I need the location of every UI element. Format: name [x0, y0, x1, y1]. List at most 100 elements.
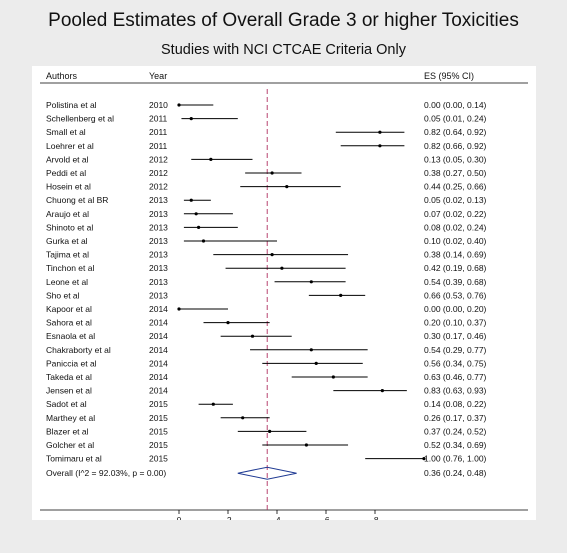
study-author-label: Takeda et al: [46, 372, 92, 382]
study-author-label: Shinoto et al: [46, 222, 93, 232]
chart-subtitle: Studies with NCI CTCAE Criteria Only: [161, 42, 406, 58]
study-author-label: Small et al: [46, 127, 86, 137]
study-author-label: Polistina et al: [46, 100, 97, 110]
study-point: [201, 239, 206, 243]
study-year-label: 2013: [149, 263, 168, 273]
study-year-label: 2013: [149, 290, 168, 300]
study-es-label: 0.44 (0.25, 0.66): [424, 182, 487, 192]
study-es-label: 0.05 (0.02, 0.13): [424, 195, 487, 205]
study-author-label: Tajima et al: [46, 250, 89, 260]
x-tick-label: .8: [371, 515, 378, 520]
study-author-label: Araujo et al: [46, 209, 89, 219]
study-year-label: 2015: [149, 454, 168, 464]
study-author-label: Gurka et al: [46, 236, 88, 246]
overall-label: Overall (I^2 = 92.03%, p = 0.00): [46, 468, 166, 478]
study-es-label: 0.20 (0.10, 0.37): [424, 318, 487, 328]
study-es-label: 0.63 (0.46, 0.77): [424, 372, 487, 382]
study-year-label: 2015: [149, 413, 168, 423]
study-point: [309, 348, 313, 352]
study-point: [304, 443, 308, 447]
study-author-label: Loehrer et al: [46, 141, 94, 151]
overall-diamond: [237, 466, 297, 480]
study-es-label: 0.13 (0.05, 0.30): [424, 154, 487, 164]
study-year-label: 2013: [149, 236, 168, 246]
study-year-label: 2013: [149, 250, 168, 260]
study-es-label: 0.10 (0.02, 0.40): [424, 236, 487, 246]
study-year-label: 2011: [149, 127, 168, 137]
x-tick-label: 0: [177, 515, 182, 520]
study-author-label: Arvold et al: [46, 154, 89, 164]
column-header-year: Year: [149, 71, 167, 81]
study-es-label: 0.14 (0.08, 0.22): [424, 399, 487, 409]
study-es-label: 0.30 (0.17, 0.46): [424, 331, 487, 341]
study-author-label: Chuong et al BR: [46, 195, 108, 205]
study-author-label: Sahora et al: [46, 318, 92, 328]
chart-title: Pooled Estimates of Overall Grade 3 or h…: [48, 10, 519, 31]
x-tick-label: .4: [273, 515, 280, 520]
study-author-label: Paniccia et al: [46, 358, 97, 368]
study-point: [268, 429, 272, 433]
study-es-label: 0.83 (0.63, 0.93): [424, 386, 487, 396]
study-point: [314, 361, 318, 365]
study-point: [177, 103, 181, 107]
study-es-label: 0.82 (0.64, 0.92): [424, 127, 487, 137]
study-es-label: 0.08 (0.02, 0.24): [424, 222, 487, 232]
study-year-label: 2013: [149, 277, 168, 287]
forest-plot: Authors Year ES (95% CI) Polistina et al 201…: [40, 71, 528, 520]
study-author-label: Schellenberg et al: [46, 114, 114, 124]
study-year-label: 2014: [149, 345, 168, 355]
study-point: [270, 253, 274, 257]
study-author-label: Jensen et al: [46, 386, 92, 396]
study-point: [280, 266, 284, 270]
study-year-label: 2012: [149, 154, 168, 164]
study-es-label: 0.00 (0.00, 0.20): [424, 304, 487, 314]
study-point: [189, 117, 193, 121]
study-point: [285, 185, 289, 189]
study-author-label: Chakraborty et al: [46, 345, 111, 355]
study-author-label: Golcher et al: [46, 440, 94, 450]
study-point: [197, 225, 201, 229]
study-point: [194, 212, 198, 216]
study-es-label: 0.26 (0.17, 0.37): [424, 413, 487, 423]
study-year-label: 2012: [149, 182, 168, 192]
plot-panel: Authors Year ES (95% CI) Polistina et al 201…: [32, 66, 536, 520]
study-es-label: 0.00 (0.00, 0.14): [424, 100, 487, 110]
study-author-label: Tinchon et al: [46, 263, 94, 273]
study-point: [339, 293, 343, 297]
study-year-label: 2014: [149, 358, 168, 368]
study-point: [309, 280, 313, 284]
study-point: [211, 402, 215, 406]
study-author-label: Blazer et al: [46, 426, 89, 436]
study-point: [250, 334, 255, 338]
study-point: [177, 307, 181, 311]
study-year-label: 2013: [149, 222, 168, 232]
overall-es-label: 0.36 (0.24, 0.48): [424, 468, 487, 478]
study-es-label: 0.42 (0.19, 0.68): [424, 263, 487, 273]
study-author-label: Sho et al: [46, 290, 80, 300]
study-es-label: 0.56 (0.34, 0.75): [424, 358, 487, 368]
x-tick-label: .6: [322, 515, 329, 520]
x-tick-label: .2: [224, 515, 231, 520]
study-point: [380, 389, 384, 393]
study-point: [378, 144, 382, 148]
study-year-label: 2012: [149, 168, 168, 178]
study-year-label: 2010: [149, 100, 168, 110]
study-year-label: 2014: [149, 331, 168, 341]
study-year-label: 2015: [149, 399, 168, 409]
study-year-label: 2013: [149, 195, 168, 205]
study-author-label: Marthey et al: [46, 413, 95, 423]
study-es-label: 0.82 (0.66, 0.92): [424, 141, 487, 151]
study-es-label: 0.38 (0.14, 0.69): [424, 250, 487, 260]
study-author-label: Sadot et al: [46, 399, 87, 409]
study-point: [209, 157, 213, 161]
study-es-label: 0.54 (0.39, 0.68): [424, 277, 487, 287]
study-point: [226, 321, 230, 325]
column-header-es: ES (95% CI): [424, 71, 474, 81]
study-es-label: 0.38 (0.27, 0.50): [424, 168, 487, 178]
study-year-label: 2011: [149, 141, 168, 151]
study-es-label: 1.00 (0.76, 1.00): [424, 454, 487, 464]
study-point: [331, 375, 335, 379]
study-year-label: 2011: [149, 114, 168, 124]
study-author-label: Esnaola et al: [46, 331, 95, 341]
study-author-label: Tomimaru et al: [46, 454, 102, 464]
